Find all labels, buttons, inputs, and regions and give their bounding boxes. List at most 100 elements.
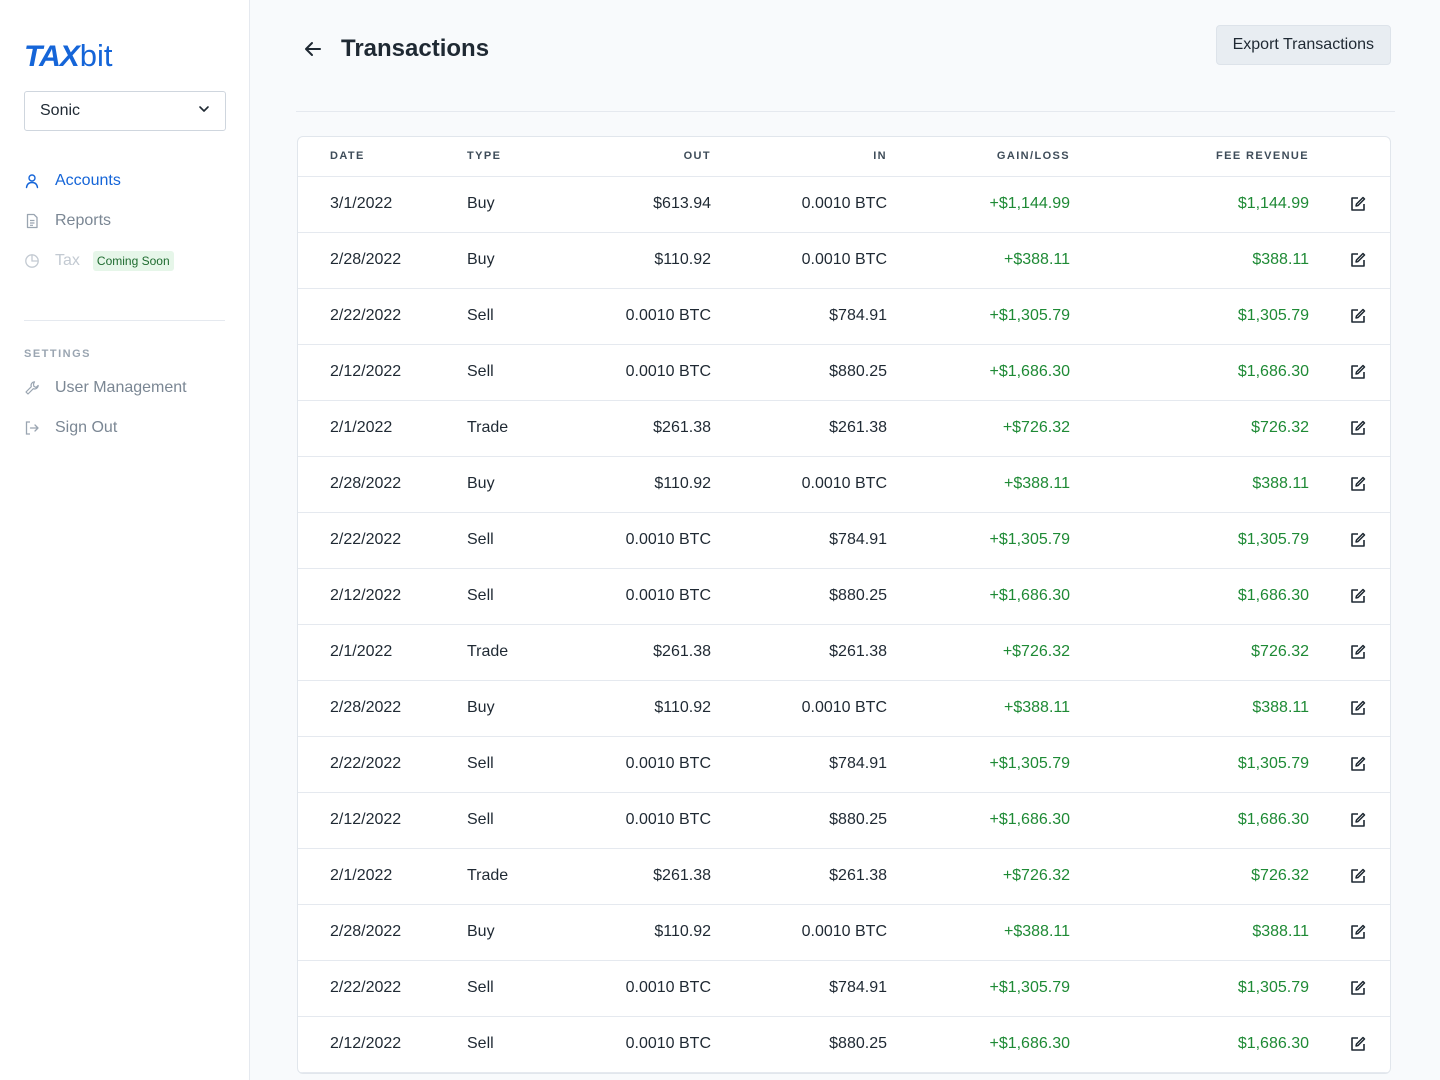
cell-out: $110.92 — [581, 680, 711, 737]
cell-in: 0.0010 BTC — [711, 232, 887, 289]
cell-actions — [1309, 512, 1390, 569]
edit-icon[interactable] — [1349, 195, 1367, 213]
cell-in: $880.25 — [711, 1016, 887, 1073]
table-row[interactable]: 2/22/2022 Sell 0.0010 BTC $784.91 +$1,305.79… — [298, 512, 1390, 569]
cell-fee-revenue: $388.11 — [1070, 232, 1309, 289]
nav-item-sign-out[interactable]: Sign Out — [24, 408, 225, 448]
cell-date: 2/22/2022 — [298, 512, 467, 569]
cell-type: Buy — [467, 904, 581, 961]
cell-in: $880.25 — [711, 344, 887, 401]
cell-gain-loss: +$1,305.79 — [887, 736, 1070, 793]
cell-fee-revenue: $1,686.30 — [1070, 1016, 1309, 1073]
cell-out: $110.92 — [581, 904, 711, 961]
table-row[interactable]: 2/28/2022 Buy $110.92 0.0010 BTC +$388.11 $38… — [298, 904, 1390, 961]
edit-icon[interactable] — [1349, 699, 1367, 717]
table-body: 3/1/2022 Buy $613.94 0.0010 BTC +$1,144.99 $1… — [298, 176, 1390, 1073]
cell-in: $784.91 — [711, 960, 887, 1017]
cell-actions — [1309, 232, 1390, 289]
cell-type: Sell — [467, 568, 581, 625]
cell-date: 2/28/2022 — [298, 232, 467, 289]
cell-out: 0.0010 BTC — [581, 344, 711, 401]
taxbit-logo[interactable]: TAX bit — [24, 38, 225, 73]
cell-in: $261.38 — [711, 624, 887, 681]
edit-icon[interactable] — [1349, 923, 1367, 941]
table-row[interactable]: 2/28/2022 Buy $110.92 0.0010 BTC +$388.11 $38… — [298, 680, 1390, 737]
cell-actions — [1309, 624, 1390, 681]
table-row[interactable]: 2/1/2022 Trade $261.38 $261.38 +$726.32 $726.… — [298, 624, 1390, 681]
column-header-fee-revenue[interactable]: FEE REVENUE — [1070, 137, 1309, 177]
cell-fee-revenue: $388.11 — [1070, 680, 1309, 737]
edit-icon[interactable] — [1349, 363, 1367, 381]
cell-out: $261.38 — [581, 400, 711, 457]
cell-gain-loss: +$1,305.79 — [887, 960, 1070, 1017]
cell-type: Trade — [467, 848, 581, 905]
edit-icon[interactable] — [1349, 475, 1367, 493]
table-row[interactable]: 2/12/2022 Sell 0.0010 BTC $880.25 +$1,686.30… — [298, 344, 1390, 401]
table-row[interactable]: 2/1/2022 Trade $261.38 $261.38 +$726.32 $726.… — [298, 848, 1390, 905]
cell-in: $880.25 — [711, 568, 887, 625]
nav-item-accounts[interactable]: Accounts — [24, 161, 225, 201]
column-header-out[interactable]: OUT — [581, 137, 711, 177]
logo-bit: bit — [79, 38, 113, 73]
edit-icon[interactable] — [1349, 643, 1367, 661]
sidebar: TAX bit Sonic Accounts Reports — [0, 0, 250, 1080]
edit-icon[interactable] — [1349, 979, 1367, 997]
cell-in: 0.0010 BTC — [711, 904, 887, 961]
cell-date: 2/1/2022 — [298, 624, 467, 681]
settings-section-label: SETTINGS — [24, 348, 92, 360]
cell-in: 0.0010 BTC — [711, 456, 887, 513]
cell-fee-revenue: $1,305.79 — [1070, 736, 1309, 793]
edit-icon[interactable] — [1349, 307, 1367, 325]
cell-date: 3/1/2022 — [298, 176, 467, 233]
nav-item-tax: Tax Coming Soon — [24, 241, 225, 281]
nav-item-user-management[interactable]: User Management — [24, 368, 225, 408]
cell-gain-loss: +$1,686.30 — [887, 1016, 1070, 1073]
edit-icon[interactable] — [1349, 587, 1367, 605]
column-header-in[interactable]: IN — [711, 137, 887, 177]
arrow-left-icon[interactable] — [302, 38, 324, 60]
cell-out: 0.0010 BTC — [581, 512, 711, 569]
edit-icon[interactable] — [1349, 531, 1367, 549]
cell-gain-loss: +$726.32 — [887, 624, 1070, 681]
table-row[interactable]: 2/12/2022 Sell 0.0010 BTC $880.25 +$1,686.30… — [298, 568, 1390, 625]
cell-out: $261.38 — [581, 848, 711, 905]
export-transactions-button[interactable]: Export Transactions — [1215, 24, 1391, 65]
edit-icon[interactable] — [1349, 419, 1367, 437]
table-row[interactable]: 2/22/2022 Sell 0.0010 BTC $784.91 +$1,305.79… — [298, 288, 1390, 345]
cell-actions — [1309, 1016, 1390, 1073]
table-row[interactable]: 2/22/2022 Sell 0.0010 BTC $784.91 +$1,305.79… — [298, 960, 1390, 1017]
table-row[interactable]: 2/12/2022 Sell 0.0010 BTC $880.25 +$1,686.30… — [298, 792, 1390, 849]
column-header-actions — [1309, 137, 1390, 177]
table-row[interactable]: 3/1/2022 Buy $613.94 0.0010 BTC +$1,144.99 $1… — [298, 176, 1390, 233]
cell-date: 2/28/2022 — [298, 456, 467, 513]
column-header-gain-loss[interactable]: GAIN/LOSS — [887, 137, 1070, 177]
nav-item-reports[interactable]: Reports — [24, 201, 225, 241]
cell-fee-revenue: $1,686.30 — [1070, 568, 1309, 625]
column-header-type[interactable]: TYPE — [467, 137, 581, 177]
edit-icon[interactable] — [1349, 1035, 1367, 1053]
edit-icon[interactable] — [1349, 811, 1367, 829]
table-row[interactable]: 2/1/2022 Trade $261.38 $261.38 +$726.32 $726.… — [298, 400, 1390, 457]
cell-gain-loss: +$1,686.30 — [887, 344, 1070, 401]
column-header-date[interactable]: DATE — [298, 137, 467, 177]
account-select-value: Sonic — [40, 102, 81, 119]
edit-icon[interactable] — [1349, 251, 1367, 269]
account-select[interactable]: Sonic — [24, 91, 226, 131]
table-row[interactable]: 2/22/2022 Sell 0.0010 BTC $784.91 +$1,305.79… — [298, 736, 1390, 793]
cell-type: Sell — [467, 344, 581, 401]
cell-type: Sell — [467, 960, 581, 1017]
table-row[interactable]: 2/28/2022 Buy $110.92 0.0010 BTC +$388.11 $38… — [298, 456, 1390, 513]
table-row[interactable]: 2/12/2022 Sell 0.0010 BTC $880.25 +$1,686.30… — [298, 1016, 1390, 1073]
nav-label-user-management: User Management — [55, 379, 187, 396]
table-row[interactable]: 2/28/2022 Buy $110.92 0.0010 BTC +$388.11 $38… — [298, 232, 1390, 289]
edit-icon[interactable] — [1349, 755, 1367, 773]
cell-out: 0.0010 BTC — [581, 792, 711, 849]
cell-gain-loss: +$1,305.79 — [887, 512, 1070, 569]
table-header-row: DATE TYPE OUT IN GAIN/LOSS FEE REVENUE — [298, 137, 1390, 177]
cell-fee-revenue: $726.32 — [1070, 400, 1309, 457]
cell-fee-revenue: $388.11 — [1070, 456, 1309, 513]
cell-type: Sell — [467, 288, 581, 345]
edit-icon[interactable] — [1349, 867, 1367, 885]
cell-out: 0.0010 BTC — [581, 288, 711, 345]
